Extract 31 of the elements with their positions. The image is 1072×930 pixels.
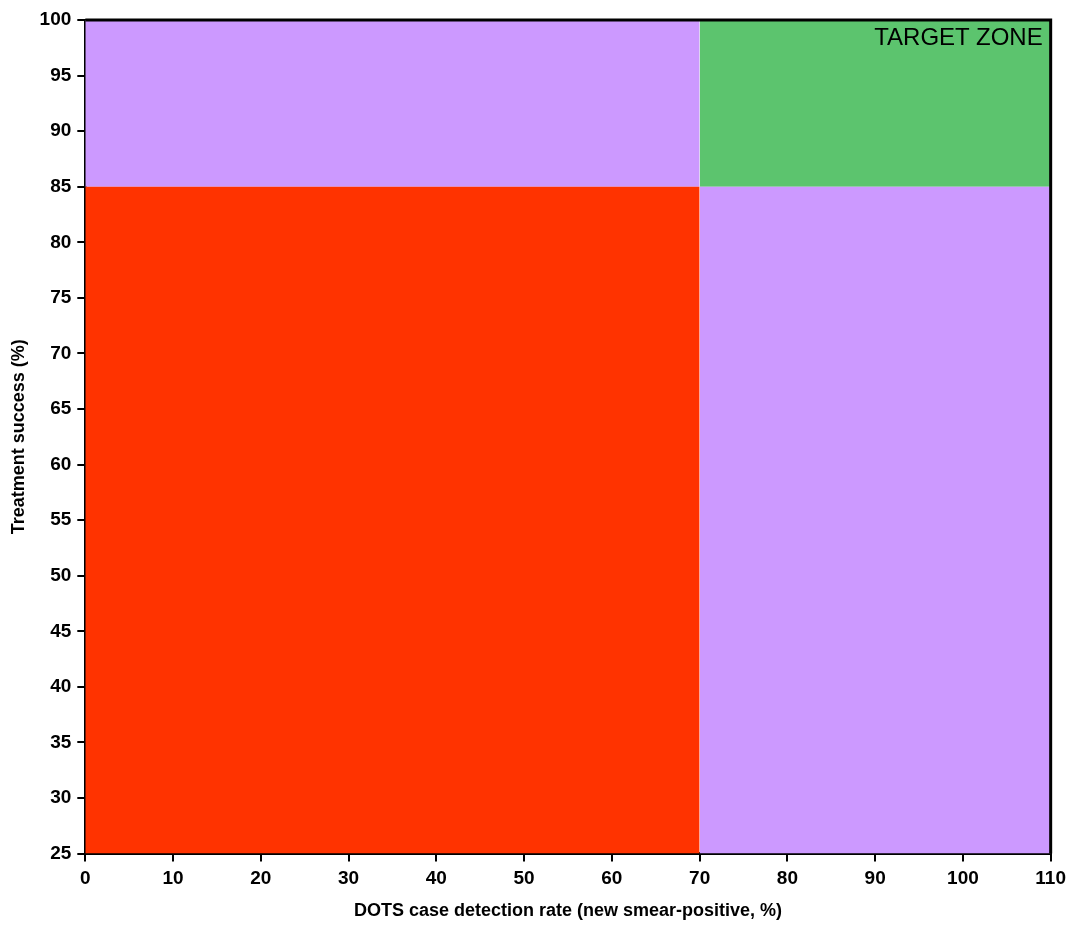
y-tick-label: 80 [50, 230, 72, 252]
y-tick-label: 85 [50, 174, 72, 196]
annotation: TARGET ZONE [874, 22, 1043, 50]
y-tick-label: 35 [50, 730, 72, 752]
y-tick-label: 55 [50, 508, 72, 530]
y-tick-label: 60 [50, 452, 72, 474]
y-tick-label: 45 [50, 619, 72, 641]
y-tick-label: 30 [50, 786, 72, 808]
x-tick-label: 110 [1035, 867, 1066, 889]
x-tick-label: 50 [513, 867, 535, 889]
y-tick-label: 100 [39, 8, 72, 30]
y-tick-label: 50 [50, 563, 72, 585]
y-tick-label: 25 [50, 841, 72, 863]
x-tick-label: 10 [162, 867, 184, 889]
y-tick-label: 75 [50, 286, 72, 308]
x-axis-title: DOTS case detection rate (new smear-positive, %) [353, 900, 783, 921]
y-tick-label: 90 [50, 119, 72, 141]
y-tick-label: 70 [50, 341, 72, 363]
x-tick-label: 20 [250, 867, 272, 889]
x-tick-label: 30 [338, 867, 360, 889]
y-tick-label: 65 [50, 397, 72, 419]
x-tick-label: 60 [601, 867, 623, 889]
x-tick-label: 90 [864, 867, 886, 889]
x-tick-label: 80 [776, 867, 798, 889]
y-tick-label: 95 [50, 63, 72, 85]
x-tick-label: 100 [947, 867, 979, 889]
x-tick-label: 40 [425, 867, 447, 889]
x-tick-label: 70 [689, 867, 711, 889]
x-tick-label: 0 [80, 867, 91, 889]
y-tick-label: 40 [50, 675, 72, 697]
y-axis-title: Treatment success (%) [7, 339, 28, 535]
